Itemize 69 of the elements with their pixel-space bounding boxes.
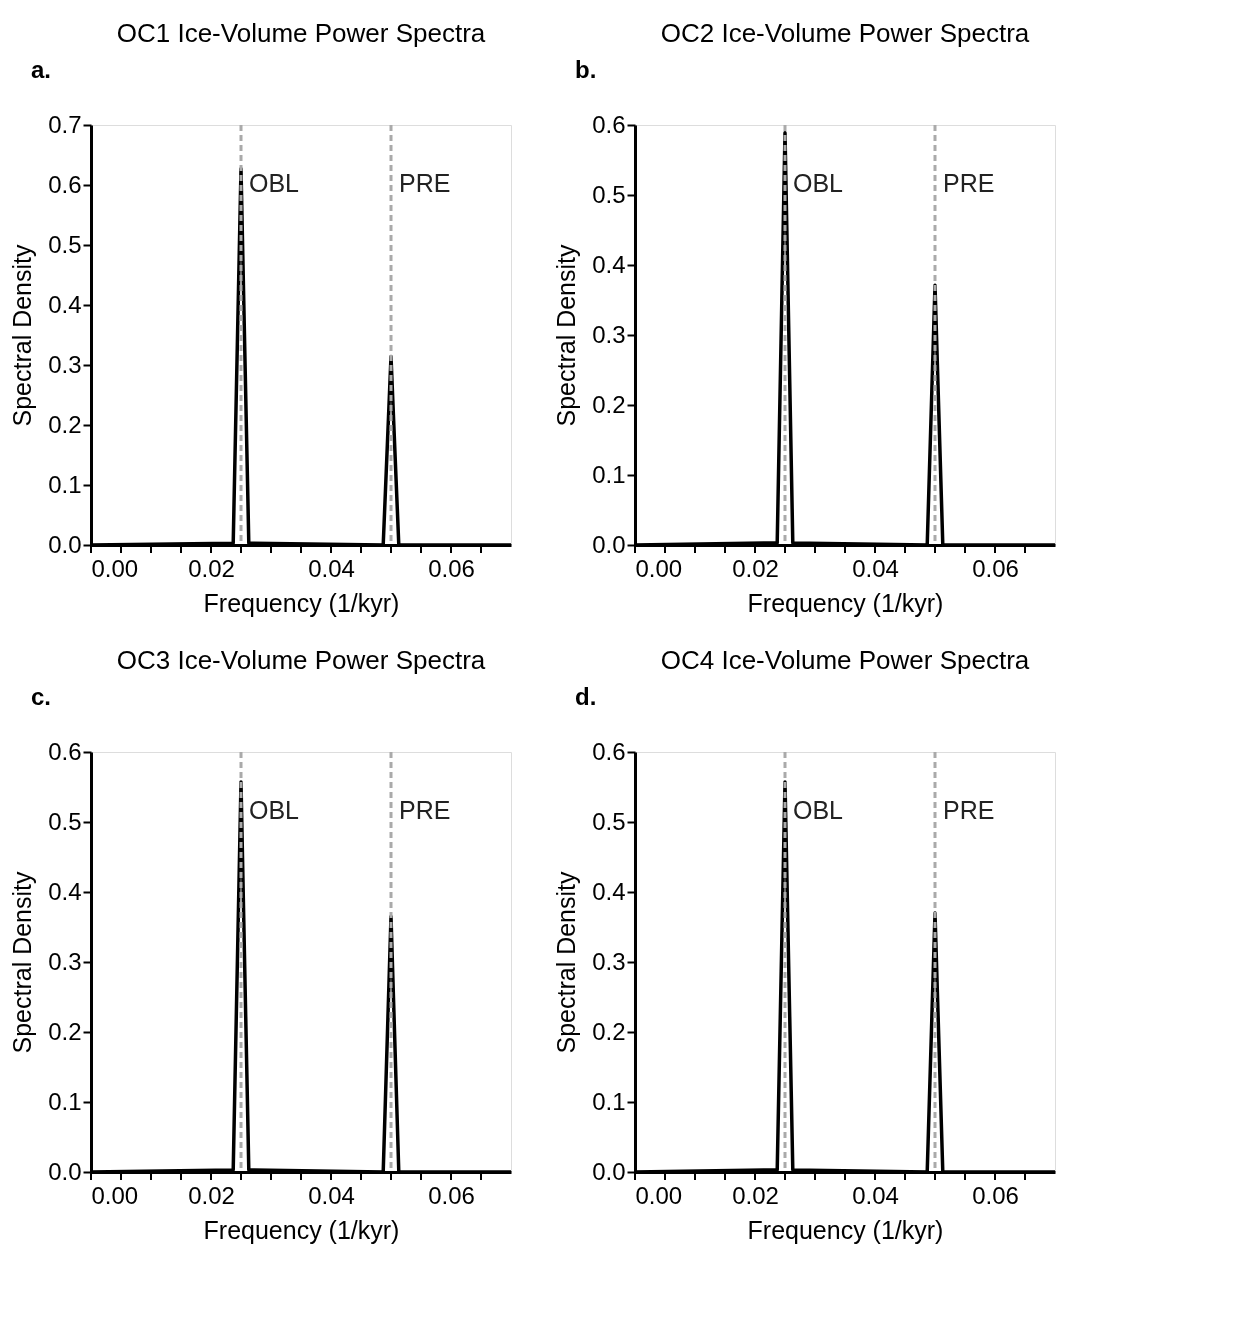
x-tick-label: 0.04 [308,554,355,582]
ref-line-label: OBL [249,795,300,824]
y-tick-label: 0.2 [592,390,626,418]
y-tick-label: 0.3 [592,320,626,348]
ref-line-label: OBL [793,168,844,197]
y-tick-label: 0.6 [592,737,626,765]
y-tick-label: 0.1 [592,1087,626,1115]
x-tick-label: 0.06 [972,1181,1019,1209]
y-tick-label: 0.0 [592,530,626,558]
y-axis-title: Spectral Density [8,244,37,427]
y-tick-label: 0.1 [48,1087,82,1115]
x-tick-label: 0.00 [635,554,683,582]
chart-title: OC1 Ice-Volume Power Spectra [116,18,486,48]
x-axis-title: Frequency (1/kyr) [203,588,400,617]
y-axis-title: Spectral Density [8,871,37,1054]
y-axis-title: Spectral Density [552,871,581,1054]
ref-line-label: OBL [793,795,844,824]
y-tick-label: 0.4 [48,877,82,905]
y-tick-label: 0.5 [592,807,626,835]
y-tick-label: 0.4 [592,877,626,905]
x-tick-label: 0.00 [91,554,139,582]
x-tick-label: 0.02 [188,554,235,582]
y-tick-label: 0.0 [48,1157,82,1185]
y-tick-label: 0.2 [48,1017,82,1045]
text: d. [575,683,597,710]
y-tick-label: 0.7 [48,110,82,138]
y-tick-label: 0.6 [48,737,82,765]
ref-line-label: PRE [399,795,451,824]
x-tick-label: 0.06 [428,554,475,582]
chart-title: OC3 Ice-Volume Power Spectra [116,645,486,675]
y-tick-label: 0.1 [592,460,626,488]
y-tick-label: 0.0 [48,530,82,558]
ref-line-label: OBL [249,168,300,197]
x-axis-title: Frequency (1/kyr) [747,588,944,617]
y-tick-label: 0.2 [48,410,82,438]
x-tick-label: 0.02 [732,1181,779,1209]
x-tick-label: 0.00 [91,1181,139,1209]
ref-line-label: PRE [943,795,995,824]
x-tick-label: 0.04 [852,1181,899,1209]
y-tick-label: 0.3 [48,350,82,378]
x-tick-label: 0.04 [852,554,899,582]
y-tick-label: 0.3 [48,947,82,975]
y-tick-label: 0.4 [48,290,82,318]
x-tick-label: 0.02 [732,554,779,582]
ref-line-label: PRE [943,168,995,197]
y-tick-label: 0.4 [592,250,626,278]
y-tick-label: 0.5 [592,180,626,208]
text: c. [31,683,52,710]
x-tick-label: 0.02 [188,1181,235,1209]
y-tick-label: 0.1 [48,470,82,498]
y-tick-label: 0.3 [592,947,626,975]
y-axis-title: Spectral Density [552,244,581,427]
y-tick-label: 0.2 [592,1017,626,1045]
chart-title: OC4 Ice-Volume Power Spectra [660,645,1030,675]
text: b. [575,56,597,83]
x-tick-label: 0.06 [428,1181,475,1209]
x-tick-label: 0.04 [308,1181,355,1209]
y-tick-label: 0.6 [48,170,82,198]
y-tick-label: 0.5 [48,230,82,258]
ref-line-label: PRE [399,168,451,197]
x-tick-label: 0.00 [635,1181,683,1209]
x-axis-title: Frequency (1/kyr) [203,1215,400,1244]
y-tick-label: 0.0 [592,1157,626,1185]
x-tick-label: 0.06 [972,554,1019,582]
text: a. [31,56,52,83]
x-axis-title: Frequency (1/kyr) [747,1215,944,1244]
y-tick-label: 0.6 [592,110,626,138]
y-tick-label: 0.5 [48,807,82,835]
chart-title: OC2 Ice-Volume Power Spectra [660,18,1030,48]
